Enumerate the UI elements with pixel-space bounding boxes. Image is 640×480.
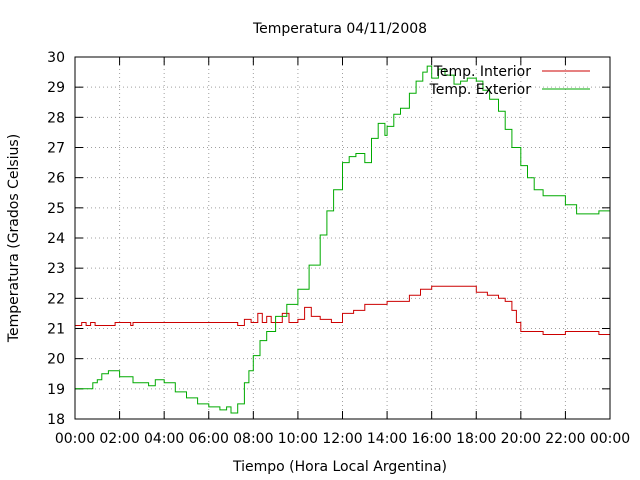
legend: Temp. Interior Temp. Exterior: [429, 64, 590, 98]
x-tick-label: 06:00: [189, 431, 229, 447]
x-tick-label: 02:00: [99, 431, 139, 447]
y-tick-label: 30: [47, 50, 65, 66]
x-tick-label: 08:00: [233, 431, 273, 447]
y-tick-label: 25: [47, 201, 65, 217]
x-tick-label: 00:00: [590, 431, 630, 447]
chart-title: Temperatura 04/11/2008: [252, 21, 427, 37]
y-tick-label: 23: [47, 261, 65, 277]
x-tick-label: 16:00: [411, 431, 451, 447]
x-tick-label: 18:00: [456, 431, 496, 447]
x-tick-label: 14:00: [367, 431, 407, 447]
y-tick-label: 21: [47, 322, 65, 338]
y-tick-label: 27: [47, 141, 65, 157]
series-line-interior: [75, 285, 610, 335]
axis-ticks: 00:00 02:00 04:00 06:00 08:00 10:00 12:00 14:00…: [47, 50, 630, 447]
y-tick-label: 26: [47, 171, 65, 187]
series-line-exterior: [75, 65, 611, 414]
y-tick-label: 28: [47, 110, 65, 126]
x-tick-label: 04:00: [144, 431, 184, 447]
data-series: [75, 65, 611, 414]
y-tick-label: 20: [47, 352, 65, 368]
x-tick-label: 10:00: [278, 431, 318, 447]
y-tick-label: 19: [47, 382, 65, 398]
grid-lines: [75, 57, 610, 419]
x-tick-label: 00:00: [55, 431, 95, 447]
x-axis-label: Tiempo (Hora Local Argentina): [232, 459, 447, 475]
y-axis-label: Temperatura (Grados Celsius): [6, 134, 22, 343]
legend-label-interior: Temp. Interior: [433, 64, 532, 80]
y-tick-label: 29: [47, 80, 65, 96]
y-tick-label: 18: [47, 412, 65, 428]
y-tick-label: 24: [47, 231, 65, 247]
x-tick-label: 12:00: [322, 431, 362, 447]
plot-frame: [74, 56, 611, 420]
x-tick-label: 20:00: [501, 431, 541, 447]
y-tick-label: 22: [47, 291, 65, 307]
legend-label-exterior: Temp. Exterior: [429, 82, 532, 98]
x-tick-label: 22:00: [545, 431, 585, 447]
